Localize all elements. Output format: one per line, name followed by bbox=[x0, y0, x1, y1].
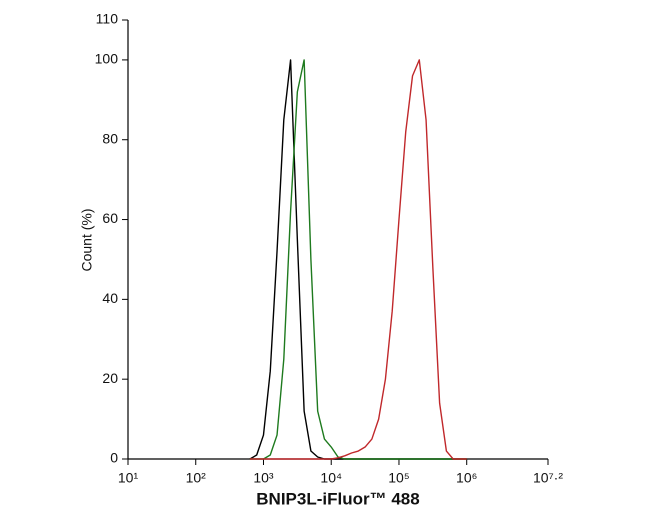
series-line bbox=[249, 59, 467, 460]
y-axis-label: Count (%) bbox=[79, 208, 95, 271]
y-tick-label: 0 bbox=[110, 450, 118, 466]
series-line bbox=[249, 59, 467, 460]
series-line bbox=[249, 59, 467, 460]
x-tick-label: 10⁴ bbox=[320, 470, 342, 486]
y-tick-label: 110 bbox=[96, 11, 119, 27]
x-tick-label: 10¹ bbox=[118, 470, 139, 486]
x-tick-label: 10³ bbox=[253, 470, 274, 486]
x-tick-label: 10⁵ bbox=[388, 470, 409, 486]
x-tick-label: 10⁶ bbox=[456, 470, 477, 486]
y-tick-label: 80 bbox=[102, 130, 118, 146]
y-tick-label: 100 bbox=[95, 51, 119, 67]
x-tick-label: 10² bbox=[186, 470, 207, 486]
x-axis-label: BNIP3L-iFluor™ 488 bbox=[256, 489, 419, 508]
y-tick-label: 60 bbox=[102, 210, 118, 226]
x-tick-label: 10⁷·² bbox=[533, 470, 563, 486]
y-tick-label: 20 bbox=[102, 370, 118, 386]
y-tick-label: 40 bbox=[102, 290, 118, 306]
